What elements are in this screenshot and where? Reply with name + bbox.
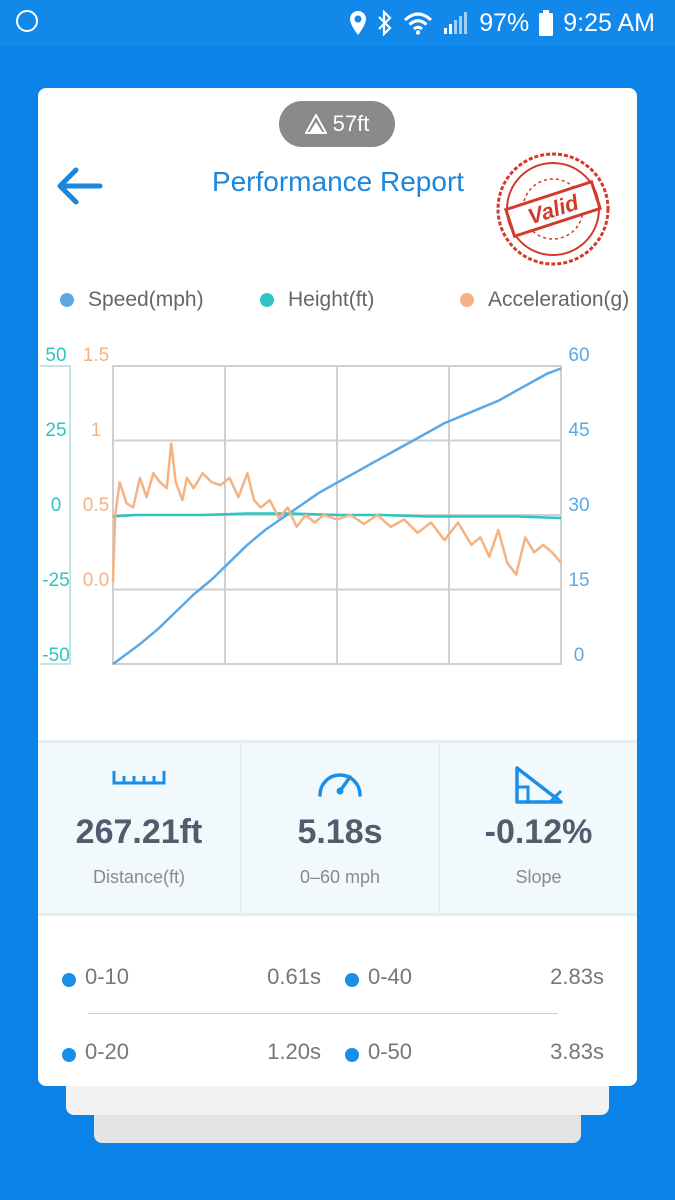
split-dot xyxy=(345,973,359,987)
chart-legend: Speed(mph) Height(ft) Acceleration(g) xyxy=(38,288,637,318)
acceleration-tick-label: 0.5 xyxy=(83,495,109,516)
speed-tick-label: 30 xyxy=(568,495,589,516)
legend-dot-speed xyxy=(60,293,74,307)
status-icons: 97% 9:25 AM xyxy=(349,6,655,40)
acceleration-tick-label: 1 xyxy=(91,420,102,441)
split-row: 0-50 3.83s xyxy=(345,1039,604,1069)
performance-chart: 50 25 0 -25 -50 1.5 1 0.5 0.0 60 45 30 15 0 xyxy=(40,345,590,666)
speed-tick-label: 45 xyxy=(568,420,589,441)
split-time: 3.83s xyxy=(550,1039,604,1064)
signal-icon xyxy=(444,12,468,34)
split-dot xyxy=(62,1048,76,1062)
series-line-height xyxy=(112,512,562,520)
split-label: 0-10 xyxy=(85,964,130,989)
split-row: 0-40 2.83s xyxy=(345,964,604,994)
stat-zero-to-sixty-value: 5.18s xyxy=(297,813,383,851)
battery-icon xyxy=(539,10,554,36)
legend-label-height: Height(ft) xyxy=(288,288,375,311)
slope-icon xyxy=(514,766,563,804)
ruler-icon xyxy=(112,771,166,785)
stat-zero-to-sixty-label: 0–60 mph xyxy=(299,867,381,887)
speed-tick-label: 15 xyxy=(568,570,589,591)
split-dot xyxy=(345,1048,359,1062)
legend-label-acceleration: Acceleration(g) xyxy=(488,288,630,311)
arrow-left-icon xyxy=(57,167,103,205)
height-tick-label: -25 xyxy=(42,570,69,591)
battery-percent: 97% xyxy=(479,8,530,37)
acceleration-tick-label: 0.0 xyxy=(83,570,109,591)
location-icon xyxy=(350,11,367,35)
legend-dot-acceleration xyxy=(460,293,474,307)
speedometer-icon xyxy=(318,773,362,797)
page-title: Performance Report xyxy=(211,166,465,197)
split-label: 0-20 xyxy=(85,1039,130,1064)
app-notification-icon xyxy=(16,10,38,32)
back-button[interactable] xyxy=(54,164,106,208)
height-tick-label: 50 xyxy=(45,345,66,366)
split-time: 1.20s xyxy=(267,1039,321,1064)
legend-dot-height xyxy=(260,293,274,307)
legend-acceleration: Acceleration(g) xyxy=(460,288,629,312)
altitude-badge: 57ft xyxy=(279,101,395,147)
stat-zero-to-sixty: 5.18s 0–60 mph xyxy=(242,743,438,913)
speed-tick-label: 60 xyxy=(568,345,589,366)
stat-distance-label: Distance(ft) xyxy=(92,867,186,887)
legend-height: Height(ft) xyxy=(260,288,374,312)
stat-distance-value: 267.21ft xyxy=(75,813,203,851)
height-tick-label: 25 xyxy=(45,420,66,441)
legend-label-speed: Speed(mph) xyxy=(88,288,204,311)
height-axis-line xyxy=(40,365,71,665)
stat-slope: -0.12% Slope xyxy=(440,743,637,913)
stat-slope-label: Slope xyxy=(515,867,562,887)
legend-speed: Speed(mph) xyxy=(60,288,204,312)
split-row: 0-20 1.20s xyxy=(62,1039,321,1069)
series-line-acceleration xyxy=(111,442,562,583)
height-tick-label: 0 xyxy=(51,495,62,516)
split-dot xyxy=(62,973,76,987)
stat-divider xyxy=(438,743,440,913)
split-row: 0-10 0.61s xyxy=(62,964,321,994)
status-bar: 97% 9:25 AM xyxy=(0,0,675,46)
split-time: 2.83s xyxy=(550,964,604,989)
split-time: 0.61s xyxy=(267,964,321,989)
split-label: 0-50 xyxy=(368,1039,413,1064)
speed-tick-label: 0 xyxy=(574,645,585,666)
stat-distance: 267.21ft Distance(ft) xyxy=(38,743,240,913)
clock: 9:25 AM xyxy=(563,8,655,37)
height-tick-label: -50 xyxy=(42,645,69,666)
stats-panel: 267.21ft Distance(ft) 5.18s 0–60 mph -0.… xyxy=(38,740,637,916)
series-line-speed xyxy=(112,367,562,666)
stat-divider xyxy=(240,743,242,913)
acceleration-tick-label: 1.5 xyxy=(83,345,109,366)
splits-divider xyxy=(88,1013,558,1014)
stat-slope-value: -0.12% xyxy=(484,813,593,851)
altitude-value: 57ft xyxy=(332,111,370,136)
valid-stamp: Valid xyxy=(496,152,610,266)
mountain-icon xyxy=(304,114,327,134)
bluetooth-icon xyxy=(378,10,392,36)
wifi-icon xyxy=(404,12,433,35)
split-label: 0-40 xyxy=(368,964,413,989)
performance-report-card: 57ft Performance Report Valid Speed(mph)… xyxy=(38,88,637,1086)
